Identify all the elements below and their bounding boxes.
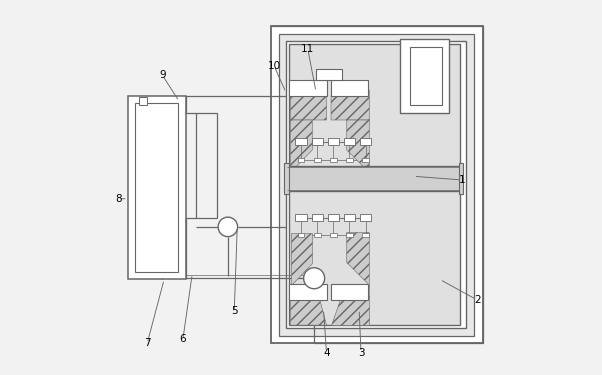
Bar <box>289 284 326 300</box>
Bar <box>311 138 323 145</box>
Bar <box>331 284 368 300</box>
Text: 4: 4 <box>323 348 330 357</box>
Bar <box>284 163 288 194</box>
Polygon shape <box>291 232 312 285</box>
Circle shape <box>218 217 238 237</box>
Bar <box>296 214 306 221</box>
Bar <box>139 97 147 105</box>
Bar <box>296 138 306 145</box>
Bar <box>279 34 474 336</box>
Bar <box>316 69 341 80</box>
Text: 9: 9 <box>159 70 166 80</box>
Polygon shape <box>331 90 369 120</box>
Bar <box>327 138 339 145</box>
Bar <box>286 166 461 191</box>
Bar <box>314 233 320 237</box>
Bar <box>459 163 464 194</box>
Bar <box>331 80 368 96</box>
Bar <box>344 214 355 221</box>
Bar <box>400 39 449 112</box>
Text: 1: 1 <box>459 175 465 185</box>
Bar <box>327 214 339 221</box>
Bar <box>362 158 369 162</box>
Bar <box>297 233 305 237</box>
Bar <box>297 158 305 162</box>
Bar <box>135 103 178 272</box>
Bar <box>362 233 369 237</box>
Bar <box>196 112 217 218</box>
Text: 10: 10 <box>267 61 281 70</box>
Polygon shape <box>291 120 312 172</box>
Bar <box>330 158 337 162</box>
Text: 3: 3 <box>358 348 364 357</box>
Text: 7: 7 <box>144 338 150 348</box>
Polygon shape <box>347 120 369 172</box>
Bar <box>314 158 320 162</box>
Bar <box>344 138 355 145</box>
Text: 8: 8 <box>115 194 122 204</box>
Bar <box>286 41 466 328</box>
Polygon shape <box>291 285 326 325</box>
Polygon shape <box>331 285 369 325</box>
Text: 2: 2 <box>474 295 480 305</box>
Bar <box>346 233 353 237</box>
Bar <box>360 214 371 221</box>
Bar <box>410 47 442 105</box>
Bar <box>289 44 459 325</box>
Bar <box>330 233 337 237</box>
Text: 5: 5 <box>231 306 238 316</box>
Bar <box>311 214 323 221</box>
Bar <box>289 80 326 96</box>
Polygon shape <box>291 90 326 120</box>
Text: 6: 6 <box>179 334 186 344</box>
Circle shape <box>303 268 324 289</box>
Polygon shape <box>347 232 369 285</box>
Bar <box>346 158 353 162</box>
Bar <box>360 138 371 145</box>
Bar <box>271 26 483 343</box>
Bar <box>128 96 186 279</box>
Text: 11: 11 <box>301 44 314 54</box>
